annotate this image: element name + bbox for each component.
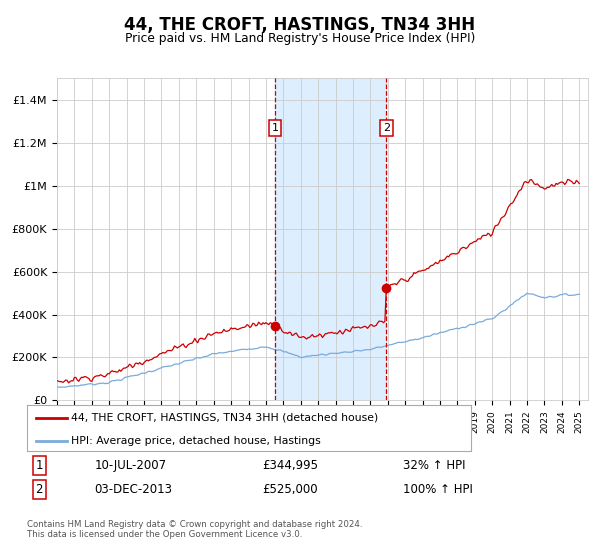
Text: 44, THE CROFT, HASTINGS, TN34 3HH (detached house): 44, THE CROFT, HASTINGS, TN34 3HH (detac… xyxy=(71,413,379,423)
Text: Price paid vs. HM Land Registry's House Price Index (HPI): Price paid vs. HM Land Registry's House … xyxy=(125,32,475,45)
Bar xyxy=(275,78,386,400)
Text: 10-JUL-2007: 10-JUL-2007 xyxy=(94,459,166,472)
Text: 03-DEC-2013: 03-DEC-2013 xyxy=(94,483,172,496)
Text: £344,995: £344,995 xyxy=(263,459,319,472)
Text: 2: 2 xyxy=(35,483,43,496)
Text: 44, THE CROFT, HASTINGS, TN34 3HH: 44, THE CROFT, HASTINGS, TN34 3HH xyxy=(124,16,476,34)
Text: 32% ↑ HPI: 32% ↑ HPI xyxy=(403,459,466,472)
Text: 2: 2 xyxy=(383,123,390,133)
Text: 100% ↑ HPI: 100% ↑ HPI xyxy=(403,483,473,496)
Text: £525,000: £525,000 xyxy=(263,483,318,496)
Text: 1: 1 xyxy=(271,123,278,133)
Text: 1: 1 xyxy=(35,459,43,472)
Text: Contains HM Land Registry data © Crown copyright and database right 2024.
This d: Contains HM Land Registry data © Crown c… xyxy=(27,520,362,539)
Text: HPI: Average price, detached house, Hastings: HPI: Average price, detached house, Hast… xyxy=(71,436,321,446)
